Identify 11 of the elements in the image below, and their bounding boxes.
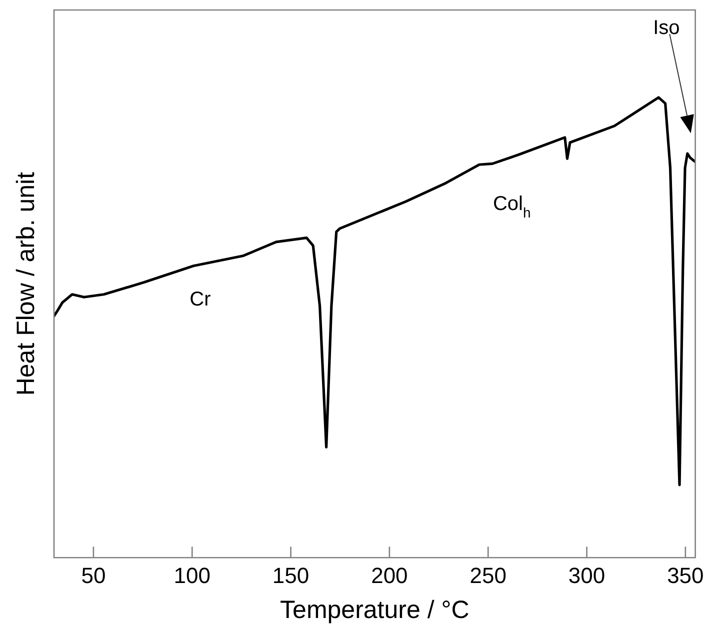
y-axis-title: Heat Flow / arb. unit [12,172,40,396]
x-tick-label: 50 [81,562,106,588]
annotation: Cr [190,288,212,311]
text: Iso [653,16,680,39]
x-tick-label: 150 [272,562,310,588]
x-axis-title: Temperature / °C [280,596,470,624]
x-tick-label: 100 [174,562,210,588]
x-tick-label: 250 [470,562,506,588]
x-tick-label: 200 [371,562,408,588]
x-tick-label: 300 [568,562,606,588]
x-tick-label: 350 [667,562,704,588]
